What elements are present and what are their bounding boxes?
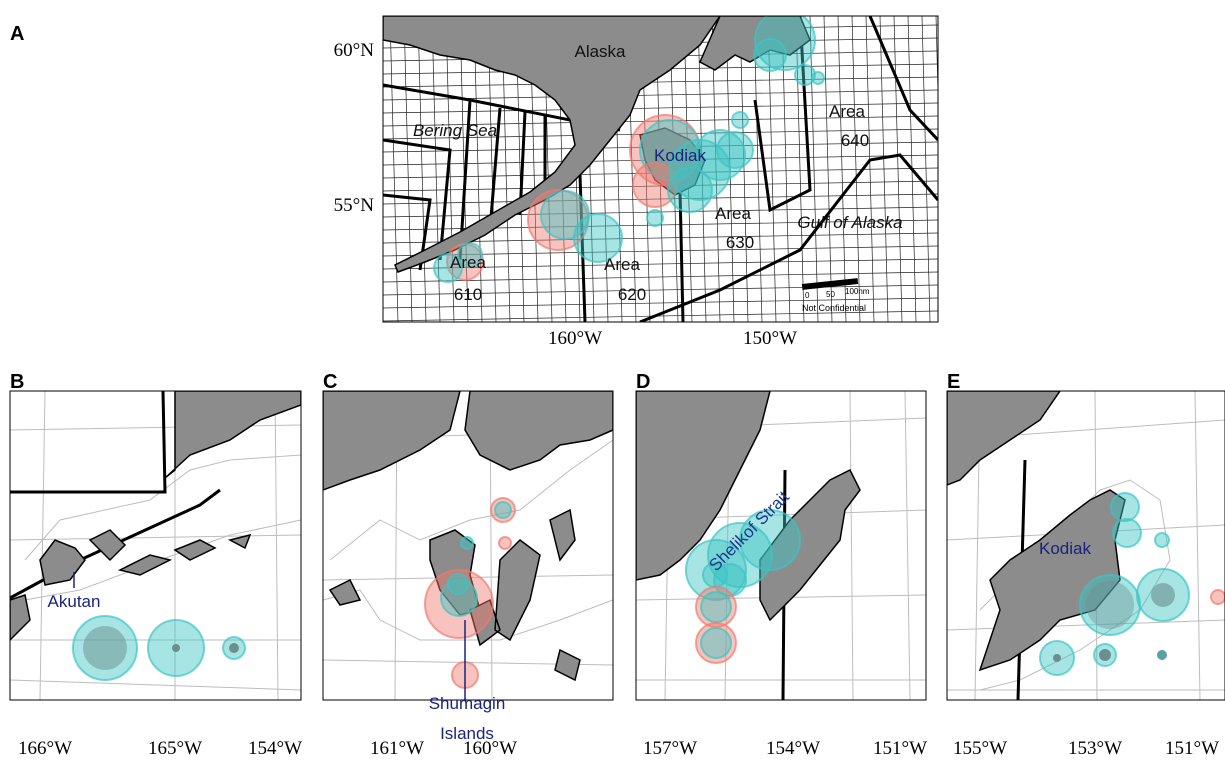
place-label: Kodiak: [1039, 539, 1091, 558]
stat-grid: [383, 297, 938, 309]
stat-grid: [383, 258, 938, 270]
stat-grid: [383, 193, 938, 205]
lon-label: 166°W: [18, 738, 72, 759]
area-label: Area: [604, 255, 640, 274]
area-number: 610: [454, 285, 482, 304]
stat-grid: [823, 16, 833, 322]
lon-label: 153°W: [1068, 738, 1122, 759]
frame: [322, 390, 614, 701]
lon-label: 154°W: [766, 738, 820, 759]
area-label: Area: [829, 102, 865, 121]
lon-label: 160°W: [548, 328, 602, 349]
scale-tick: 0: [805, 291, 810, 300]
panel-letter: E: [947, 371, 960, 393]
lat-label: 55°N: [334, 195, 375, 216]
stat-grid: [383, 310, 938, 322]
map-d: [636, 391, 926, 700]
map-a: [383, 16, 938, 322]
panel-letter: B: [10, 371, 24, 393]
stat-grid: [935, 16, 938, 106]
stat-grid: [403, 16, 413, 322]
lon-label: 155°W: [953, 738, 1007, 759]
place-label: Alaska: [574, 42, 626, 61]
stat-grid: [417, 16, 427, 322]
scale-note: Not Confidential: [802, 303, 866, 313]
stat-grid: [383, 102, 938, 114]
map-e: [947, 391, 1225, 700]
stat-grid: [383, 232, 938, 244]
place-label: Gulf of Alaska: [797, 213, 902, 232]
place-label: Islands: [440, 724, 494, 743]
panel-letter: A: [10, 23, 24, 45]
area-label: Area: [715, 204, 751, 223]
scale-tick: 100nm: [845, 287, 870, 296]
stat-grid: [739, 16, 749, 322]
lon-label: 151°W: [873, 738, 927, 759]
area-number: 640: [841, 131, 869, 150]
lon-label: 151°W: [1165, 738, 1219, 759]
stat-grid: [383, 76, 938, 88]
lon-label: 161°W: [370, 738, 424, 759]
place-label: Bering Sea: [413, 121, 497, 140]
lon-label: 154°W: [248, 738, 302, 759]
stat-grid: [383, 284, 938, 296]
stat-grid: [445, 16, 455, 322]
frame: [382, 15, 939, 323]
stat-grid: [431, 16, 441, 322]
lon-label: 150°W: [743, 328, 797, 349]
place-label: Shumagin: [429, 694, 506, 713]
area-number: 620: [618, 285, 646, 304]
stat-grid: [459, 16, 469, 322]
stat-grid: [809, 16, 819, 322]
area-label: Area: [450, 253, 486, 272]
scale-tick: 50: [826, 290, 835, 299]
lon-label: 165°W: [148, 738, 202, 759]
scale-bar: 0 50 100nm Not Confidential: [801, 278, 870, 313]
stat-grid: [383, 89, 938, 101]
area-number: 630: [726, 233, 754, 252]
map-c: [323, 391, 613, 700]
place-label: Akutan: [48, 592, 101, 611]
panel-letter: C: [323, 371, 337, 393]
frame: [9, 390, 302, 701]
stat-grid: [851, 16, 861, 322]
lon-label: 157°W: [643, 738, 697, 759]
stat-grid: [383, 245, 938, 257]
stat-grid: [921, 16, 931, 322]
stat-grid: [383, 271, 938, 283]
stat-grid: [837, 16, 847, 322]
frame: [635, 390, 927, 701]
lat-label: 60°N: [334, 40, 375, 61]
stat-grid: [383, 180, 938, 192]
map-b: [10, 391, 301, 700]
stat-grid: [389, 16, 399, 322]
panel-letter: D: [636, 371, 650, 393]
place-label: Kodiak: [654, 146, 706, 165]
frame: [946, 390, 1225, 701]
lon-label: 160°W: [463, 738, 517, 759]
